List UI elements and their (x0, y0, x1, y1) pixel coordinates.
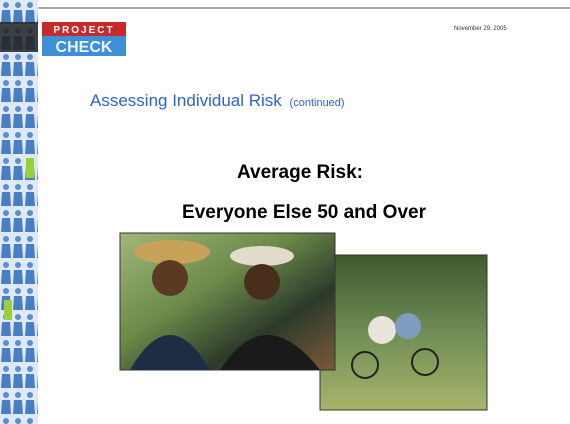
photo-bikes-rider (395, 313, 421, 339)
photo-couple-face (152, 260, 188, 296)
highlight-figure (4, 300, 12, 320)
logo-bottom: CHECK (56, 39, 113, 56)
photo-couple (120, 233, 335, 370)
photo-couple-face (244, 264, 280, 300)
photo-bikes (320, 255, 487, 410)
photo-couple-hat (230, 246, 294, 266)
date: November 29, 2005 (454, 26, 507, 32)
logo: PROJECT CHECK (42, 22, 126, 56)
photo-bikes-rider (368, 316, 396, 344)
logo-top: PROJECT (53, 25, 114, 36)
title: Assessing Individual Risk (continued) (90, 91, 345, 110)
title-note: (continued) (290, 97, 345, 109)
highlight-figure (26, 158, 34, 178)
page: PROJECT CHECK November 29, 2005 Assessin… (0, 0, 570, 424)
heading-line1: Average Risk: (237, 162, 363, 183)
title-main: Assessing Individual Risk (90, 91, 282, 110)
people-strip (0, 0, 38, 424)
heading-line2: Everyone Else 50 and Over (182, 202, 427, 223)
strip-top (0, 22, 38, 52)
slide: PROJECT CHECK November 29, 2005 Assessin… (0, 0, 570, 424)
